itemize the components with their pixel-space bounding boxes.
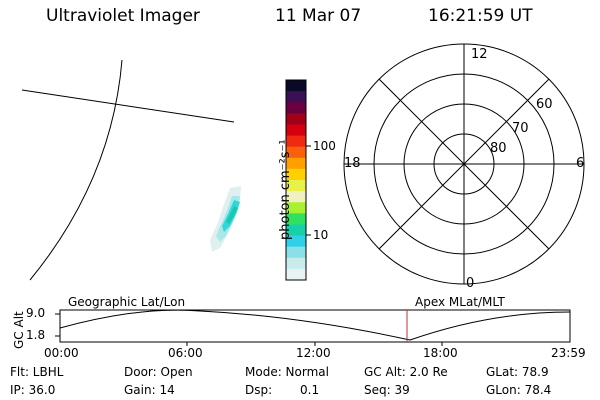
- timeline-left-title: Geographic Lat/Lon: [68, 295, 186, 309]
- status-glon: GLon: 78.4: [486, 383, 552, 397]
- colorbar-cell: [286, 102, 306, 114]
- mlt-label-18: 18: [344, 156, 361, 171]
- colorbar-cell: [286, 246, 306, 259]
- status-dsp-value: 0.1: [300, 383, 320, 397]
- colorbar-cell: [286, 80, 306, 92]
- status-gain: Gain: 14: [124, 383, 175, 397]
- colorbar-cell: [286, 135, 306, 148]
- timeline-xtick-0600: 06:00: [168, 346, 203, 360]
- polar-plot: [343, 43, 585, 285]
- status-flt: Flt: LBHL: [10, 365, 64, 379]
- timeline-right-title: Apex MLat/MLT: [415, 295, 505, 309]
- colorbar-cell: [286, 146, 306, 159]
- colorbar-cell: [286, 257, 306, 270]
- colorbar-tick-10: 10: [313, 228, 329, 242]
- geographic-image: [21, 59, 241, 281]
- status-gc-alt: GC Alt: 2.0 Re: [364, 365, 448, 379]
- colorbar-cell: [286, 202, 306, 214]
- mlt-label-12: 12: [471, 47, 488, 62]
- status-seq: Seq: 39: [364, 383, 410, 397]
- colorbar-cell: [286, 91, 306, 103]
- colorbar: [285, 79, 311, 281]
- timeline-xtick-2359: 23:59: [551, 346, 586, 360]
- timeline-xtick-0000: 00:00: [44, 346, 79, 360]
- geo-grid-line: [21, 89, 235, 123]
- timeline-xtick-1800: 18:00: [423, 346, 458, 360]
- lat-label-60: 60: [536, 97, 553, 112]
- date-label: 11 Mar 07: [275, 6, 362, 26]
- lat-label-70: 70: [512, 121, 529, 136]
- time-label: 16:21:59 UT: [428, 6, 533, 26]
- colorbar-cell: [286, 113, 306, 125]
- instrument-title: Ultraviolet Imager: [46, 6, 200, 26]
- geo-grid-curve: [29, 59, 123, 281]
- status-ip: IP: 36.0: [10, 383, 56, 397]
- altitude-curve: [59, 309, 571, 341]
- mlt-label-6: 6: [576, 156, 585, 171]
- colorbar-tick-100: 100: [313, 139, 336, 153]
- timeline-xtick-1200: 12:00: [296, 346, 331, 360]
- timeline-plot: [55, 309, 571, 346]
- lat-label-80: 80: [490, 141, 507, 156]
- colorbar-unit-label: photon cm⁻²s⁻¹: [278, 139, 293, 240]
- status-mode: Mode: Normal: [245, 365, 329, 379]
- colorbar-cell: [286, 124, 306, 137]
- status-glat: GLat: 78.9: [486, 365, 549, 379]
- colorbar-cell: [286, 180, 306, 192]
- timeline-ytick-1-8: 1.8: [26, 328, 46, 342]
- colorbar-cell: [286, 235, 306, 248]
- mlt-label-0: 0: [466, 276, 475, 291]
- status-dsp-label: Dsp:: [245, 383, 273, 397]
- colorbar-cell: [286, 168, 306, 181]
- colorbar-cell: [286, 224, 306, 237]
- colorbar-cell: [286, 213, 306, 225]
- aurora-patch: [210, 186, 241, 252]
- timeline-y-axis-label: GC Alt: [12, 311, 26, 349]
- status-door: Door: Open: [124, 365, 193, 379]
- colorbar-cell: [286, 191, 306, 203]
- colorbar-cell: [286, 268, 306, 281]
- timeline-ytick-9: 9.0: [26, 306, 46, 320]
- colorbar-cell: [286, 157, 306, 170]
